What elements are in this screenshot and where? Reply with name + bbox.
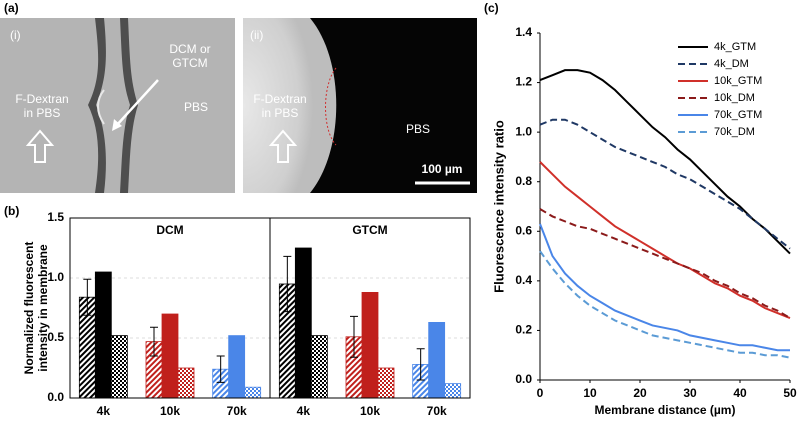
membrane [97, 89, 105, 125]
group-title: DCM [156, 223, 183, 237]
legend-label: 70k_DM [714, 126, 755, 138]
bar [310, 335, 328, 399]
legend-label: 4k_GTM [714, 41, 756, 53]
y-tick-label: 1.0 [515, 124, 532, 138]
x-tick-label: 30 [683, 386, 697, 400]
legend-label: 70k_GTM [714, 109, 762, 121]
error-bar [216, 355, 225, 383]
line [539, 161, 791, 319]
bar [444, 383, 462, 399]
y-tick-label: 0.4 [515, 273, 532, 287]
y-axis-label: Normalized fluorescent [22, 242, 36, 375]
line [539, 223, 790, 352]
annotation: DCM or [169, 42, 210, 56]
y-tick-label: 1.4 [515, 25, 532, 39]
x-tick-label: 40 [733, 386, 747, 400]
annotation: F-Dextran [253, 92, 306, 106]
y-axis-label: Fluorescence intensity ratio [491, 120, 506, 293]
error-bar [416, 348, 425, 381]
x-tick-label: 10 [583, 386, 597, 400]
bar [228, 335, 246, 399]
bar [294, 247, 312, 399]
legend-label: 10k_GTM [714, 75, 762, 87]
flow-arrow [268, 129, 298, 163]
channel-wall [88, 18, 106, 193]
fluorescent-region [243, 18, 337, 193]
y-tick-label: 0.0 [47, 390, 64, 404]
x-tick-label: 70k [427, 404, 447, 418]
y-tick-label: 0.2 [515, 323, 532, 337]
legend-label: 4k_DM [714, 58, 749, 70]
bar [110, 335, 128, 399]
line [539, 250, 791, 359]
annotation: GTCM [172, 56, 207, 70]
arrow [115, 79, 159, 127]
error-bar [83, 278, 92, 316]
y-tick-label: 0.6 [515, 223, 532, 237]
arrow-head [112, 119, 122, 131]
image-label: (ii) [250, 28, 263, 42]
bar [377, 367, 395, 399]
plot-frame [69, 217, 471, 399]
panel-label: (b) [4, 204, 19, 218]
flow-arrow [25, 129, 55, 163]
y-tick-label: 1.2 [515, 75, 532, 89]
line [539, 118, 791, 250]
y-tick-label: 0.0 [515, 372, 532, 386]
x-tick-label: 0 [537, 386, 544, 400]
micrograph [0, 18, 235, 193]
y-tick-label: 0.8 [515, 174, 532, 188]
y-tick-label: 1.0 [47, 270, 64, 284]
error-bar [283, 255, 292, 313]
bar [94, 271, 112, 399]
membrane-outline [325, 67, 337, 146]
panel-label: (c) [484, 1, 499, 15]
bar [244, 386, 262, 399]
annotation: PBS [184, 100, 208, 114]
image-label: (i) [10, 28, 21, 42]
group-title: GTCM [352, 223, 387, 237]
annotation: F-Dextran [15, 92, 68, 106]
y-axis-label: intensity in membrane [36, 244, 50, 372]
x-tick-label: 70k [227, 404, 247, 418]
x-tick-label: 4k [97, 404, 111, 418]
legend-label: 10k_DM [714, 92, 755, 104]
y-tick-label: 0.5 [47, 330, 64, 344]
bar [428, 321, 446, 399]
panel-label: (a) [4, 1, 19, 15]
x-tick-label: 20 [633, 386, 647, 400]
y-tick-label: 1.5 [47, 210, 64, 224]
scale-label: 100 µm [422, 162, 463, 176]
line [539, 208, 791, 319]
annotation: PBS [406, 122, 430, 136]
bar [161, 313, 179, 399]
annotation: in PBS [24, 106, 61, 120]
x-tick-label: 10k [360, 404, 380, 418]
error-bar [350, 315, 358, 358]
x-tick-label: 10k [160, 404, 180, 418]
annotation: in PBS [262, 106, 299, 120]
x-tick-label: 4k [297, 404, 311, 418]
channel-wall [120, 18, 138, 193]
x-axis-label: Membrane distance (µm) [595, 403, 736, 417]
x-tick-label: 50 [783, 386, 797, 400]
bar [177, 367, 195, 399]
bar [361, 291, 379, 399]
error-bar [150, 326, 158, 357]
